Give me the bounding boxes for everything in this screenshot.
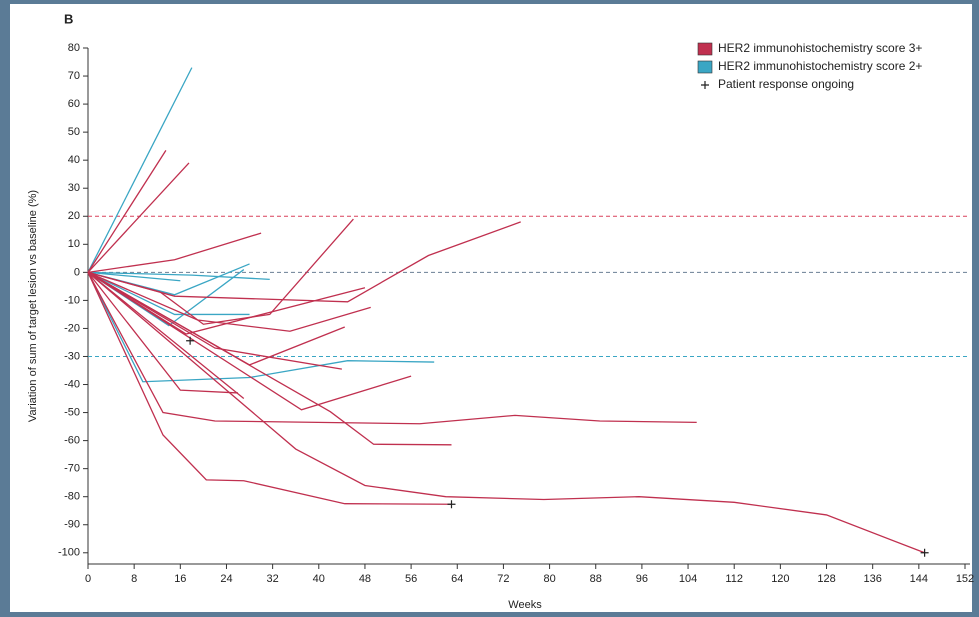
y-tick-label: -30 [64, 350, 80, 362]
y-tick-label: 80 [68, 42, 80, 54]
y-tick-label: -50 [64, 406, 80, 418]
patient-line [87, 150, 167, 273]
x-tick-label: 8 [131, 573, 137, 585]
x-tick-label: 112 [725, 573, 743, 585]
x-tick-label: 104 [679, 573, 697, 585]
patient-line [87, 272, 697, 425]
patient-line [87, 271, 925, 554]
patient-line [87, 221, 521, 303]
x-tick-label: 64 [451, 573, 463, 585]
y-tick-label: -100 [58, 547, 80, 559]
x-tick-label: 72 [497, 573, 509, 585]
x-tick-label: 128 [817, 573, 835, 585]
patient-line [87, 271, 250, 316]
patient-line [87, 271, 239, 394]
y-tick-label: -20 [64, 322, 80, 334]
y-tick-label: 10 [68, 238, 80, 250]
legend-label: Patient response ongoing [718, 77, 854, 91]
patient-line [87, 271, 270, 281]
y-tick-label: -70 [64, 463, 80, 475]
y-tick-label: 60 [68, 98, 80, 110]
panel [10, 4, 972, 612]
legend-symbol [701, 81, 709, 89]
patient-line [87, 271, 181, 282]
x-tick-label: 96 [636, 573, 648, 585]
y-tick-label: 40 [68, 154, 80, 166]
x-tick-label: 56 [405, 573, 417, 585]
y-tick-label: 30 [68, 182, 80, 194]
y-tick-label: -10 [64, 294, 80, 306]
y-tick-label: 70 [68, 70, 80, 82]
y-tick-label: -60 [64, 435, 80, 447]
x-tick-label: 144 [910, 573, 928, 585]
patient-line [87, 162, 190, 273]
x-tick-label: 16 [174, 573, 186, 585]
legend-label: HER2 immunohistochemistry score 3+ [718, 41, 922, 55]
x-tick-label: 88 [590, 573, 602, 585]
x-tick-label: 80 [543, 573, 555, 585]
legend-swatch [697, 60, 713, 74]
x-tick-label: 48 [359, 573, 371, 585]
patient-line [87, 271, 371, 332]
patient-line [87, 232, 262, 273]
y-tick-label: -80 [64, 491, 80, 503]
patient-line [87, 271, 245, 400]
x-tick-label: 120 [771, 573, 789, 585]
panel-label: B [64, 11, 73, 26]
legend-label: HER2 immunohistochemistry score 2+ [718, 59, 922, 73]
ongoing-marker [920, 548, 929, 557]
x-tick-label: 152 [956, 573, 974, 585]
y-tick-label: 0 [74, 266, 80, 278]
patient-line [87, 271, 452, 446]
y-tick-label: 20 [68, 210, 80, 222]
patient-line [87, 272, 452, 505]
x-tick-label: 24 [220, 573, 232, 585]
x-axis-label: Weeks [508, 599, 542, 611]
patient-line [87, 271, 412, 411]
patient-line [87, 67, 193, 273]
y-tick-label: -40 [64, 378, 80, 390]
legend-swatch [697, 42, 713, 56]
y-axis-label: Variation of sum of target lesion vs bas… [27, 190, 39, 422]
ongoing-marker [447, 500, 456, 509]
x-tick-label: 136 [864, 573, 882, 585]
patient-line [87, 271, 342, 370]
y-tick-label: 50 [68, 126, 80, 138]
x-tick-label: 32 [267, 573, 279, 585]
x-tick-label: 40 [313, 573, 325, 585]
x-tick-label: 0 [85, 573, 91, 585]
patient-line [87, 272, 435, 383]
y-tick-label: -90 [64, 519, 80, 531]
ongoing-marker [186, 336, 195, 345]
